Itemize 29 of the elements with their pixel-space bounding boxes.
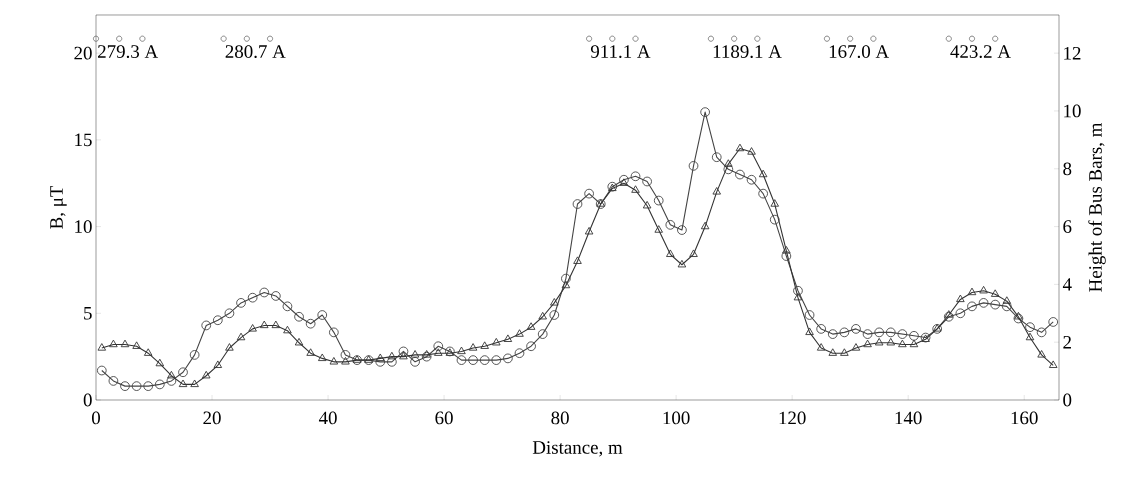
- y-tick-label: 5: [84, 307, 92, 320]
- y2-tick-label: 2: [1063, 335, 1071, 349]
- x-axis-title: Distance, m: [532, 441, 623, 457]
- y2-tick-label: 6: [1063, 220, 1072, 233]
- x-tick-label: 40: [318, 411, 337, 425]
- y2-tick-label: 0: [1063, 393, 1072, 407]
- x-tick-label: 120: [779, 411, 806, 425]
- annotation: 167.0 A: [829, 45, 890, 58]
- x-tick-label: 160: [1011, 411, 1038, 425]
- annotation: 279.3 A: [98, 45, 159, 58]
- x-tick-label: 20: [203, 411, 221, 425]
- y-tick-label: 0: [83, 393, 92, 407]
- y2-tick-label: 12: [1064, 46, 1081, 60]
- annotation: 1189.1 A: [713, 45, 782, 58]
- y-tick-label: 10: [75, 220, 92, 233]
- annotation: 911.1 A: [590, 45, 651, 58]
- y2-tick-label: 8: [1063, 162, 1072, 176]
- x-tick-label: 80: [551, 411, 569, 425]
- y-tick-label: 20: [74, 46, 92, 60]
- x-tick-label: 140: [895, 411, 922, 425]
- annotation: 423.2 A: [950, 45, 1011, 58]
- y2-axis-title: Height of Bus Bars, m: [1088, 122, 1106, 292]
- y-axis-title: B, μT: [50, 185, 67, 229]
- y-tick-label: 15: [75, 133, 92, 147]
- x-tick-label: 100: [663, 411, 690, 425]
- annotation: 280.7 A: [225, 45, 286, 58]
- x-tick-label: 60: [435, 411, 453, 425]
- y2-tick-label: 10: [1064, 104, 1081, 118]
- y2-tick-label: 4: [1062, 278, 1072, 291]
